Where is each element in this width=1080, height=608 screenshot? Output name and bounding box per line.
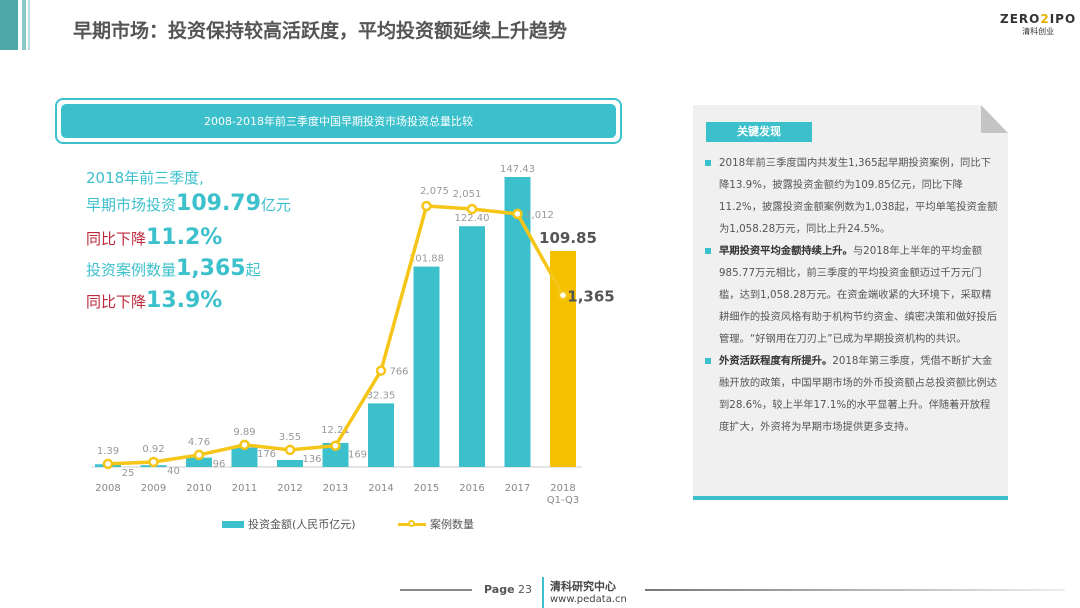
x-tick-label: 2008 <box>95 483 120 494</box>
bar <box>186 457 212 467</box>
bar <box>231 447 258 467</box>
chart-title-box: 2008-2018年前三季度中国早期投资市场投资总量比较 <box>55 98 622 144</box>
line-label: 766 <box>389 367 408 378</box>
line-label: 1,365 <box>567 287 614 305</box>
x-tick-label: 2010 <box>186 483 211 494</box>
line-label: 2,075 <box>420 186 449 197</box>
highlight-cases: 投资案例数量1,365起 <box>86 256 261 281</box>
line-label: 169 <box>348 450 367 461</box>
x-tick-label: 2012 <box>277 483 302 494</box>
key-findings-title: 关键发现 <box>706 122 812 142</box>
line-label: 25 <box>122 468 135 479</box>
x-tick-label: 2014 <box>368 483 393 494</box>
bar-label: 0.92 <box>142 444 164 455</box>
bar-label: 3.55 <box>279 432 301 443</box>
line-point <box>148 456 159 468</box>
bar-label: 9.89 <box>233 427 255 438</box>
line-label: 96 <box>213 459 226 470</box>
bar <box>459 226 485 467</box>
bar <box>277 460 303 467</box>
legend-line: 案例数量 <box>398 516 474 532</box>
folded-corner <box>981 105 1008 133</box>
footer-divider <box>645 589 1065 591</box>
line-point <box>102 458 114 470</box>
line-point <box>466 203 478 215</box>
combo-chart: 2008 1.39 2009 0.92 2010 4.76 2011 9.89 2012 3.55… <box>92 164 615 506</box>
x-tick-label: 2015 <box>414 483 439 494</box>
line-label: 40 <box>167 466 180 477</box>
finding-item: 外资活跃程度有所提升。2018年第三季度，凭借不断扩大金融开放的政策，中国早期市… <box>704 350 999 438</box>
line-point <box>375 365 387 376</box>
bar-label: 101.88 <box>409 254 444 265</box>
line-point <box>284 444 296 456</box>
x-tick-label: 2017 <box>505 483 530 494</box>
bar-label: 32.35 <box>367 390 396 401</box>
bar-label: 122.40 <box>455 213 490 224</box>
footer-divider <box>400 589 472 591</box>
header-accent <box>28 0 30 50</box>
line-label: 176 <box>257 449 276 460</box>
page-number: Page 23 <box>484 583 533 596</box>
x-tick-label: 2009 <box>141 483 166 494</box>
bar-label: 4.76 <box>188 437 210 448</box>
footer-separator <box>542 577 544 608</box>
line-label: 2,051 <box>453 189 482 200</box>
highlight-cases-change: 同比下降13.9% <box>86 288 223 313</box>
zero2ipo-logo: ZERO2IPO 清科创业 <box>1000 12 1077 36</box>
legend-bar: 投资金额(人民币亿元) <box>222 516 356 532</box>
x-tick-label: 2011 <box>232 483 257 494</box>
line-point <box>193 449 205 461</box>
x-tick-label: 2018 <box>550 483 575 494</box>
bar-label: 1.39 <box>97 446 119 457</box>
bar <box>413 266 440 467</box>
bar-label: 109.85 <box>539 229 597 247</box>
bar <box>368 403 394 467</box>
bar <box>504 177 531 467</box>
line-point <box>239 439 250 451</box>
bar <box>550 250 576 467</box>
x-tick-label: 2016 <box>459 483 484 494</box>
footer-org: 清科研究中心 <box>550 580 616 593</box>
line-point <box>512 208 523 220</box>
key-findings-list: 2018年前三季度国内共发生1,365起早期投资案例，同比下降13.9%，披露投… <box>704 152 999 438</box>
header-accent <box>0 0 18 50</box>
line-point <box>421 200 432 212</box>
x-tick-label: 2013 <box>323 483 348 494</box>
line-label: 2,012 <box>525 210 554 221</box>
header-accent <box>22 0 26 50</box>
line-point <box>330 440 341 451</box>
line-label: 136 <box>302 454 321 465</box>
x-tick-label: Q1-Q3 <box>547 495 579 506</box>
chart-title: 2008-2018年前三季度中国早期投资市场投资总量比较 <box>61 104 616 138</box>
key-findings-card <box>693 105 1008 500</box>
finding-item: 2018年前三季度国内共发生1,365起早期投资案例，同比下降13.9%，披露投… <box>704 152 999 240</box>
bar-label: 147.43 <box>500 164 535 175</box>
highlight-amount-change: 同比下降11.2% <box>86 225 223 250</box>
line-point <box>557 290 569 301</box>
finding-item: 早期投资平均金额持续上升。与2018年上半年的平均金额985.77万元相比，前三… <box>704 240 999 350</box>
page-title: 早期市场：投资保持较高活跃度，平均投资额延续上升趋势 <box>73 20 568 42</box>
footer-url: www.pedata.cn <box>550 594 627 605</box>
highlight-amount: 早期市场投资109.79亿元 <box>86 191 291 216</box>
highlight-line: 2018年前三季度, <box>86 169 204 187</box>
bar-label: 12.21 <box>321 425 350 436</box>
